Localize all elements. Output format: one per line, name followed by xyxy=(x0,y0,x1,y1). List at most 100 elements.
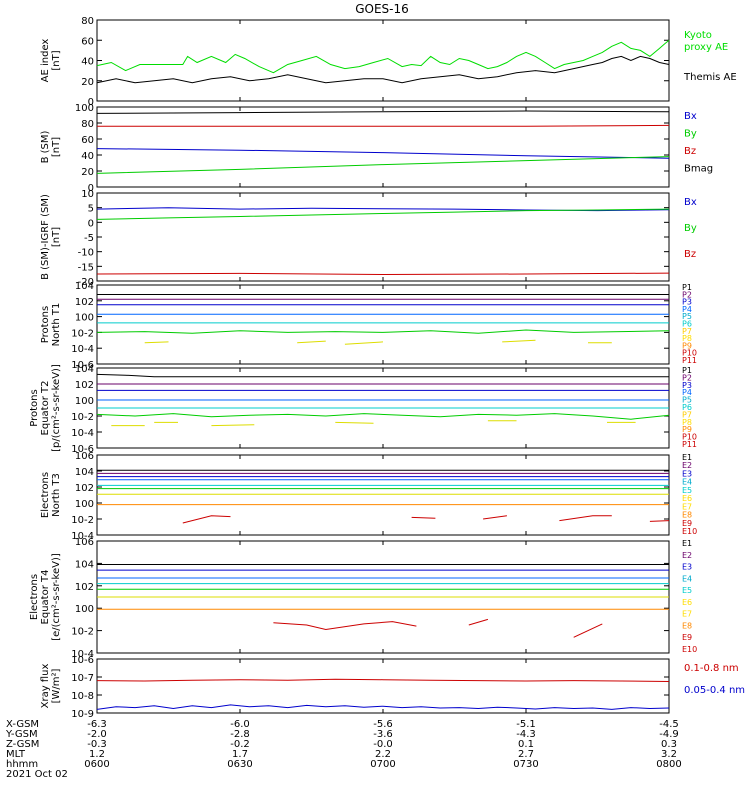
legend-entry: Bmag xyxy=(684,164,713,175)
x-row-value: 1.2 xyxy=(89,749,105,760)
panel-5: 10-6 10-4 10-2 100 102 104 Protons Equator T2 [p… xyxy=(29,364,697,455)
x-row-value: 0.1 xyxy=(518,739,534,750)
y-tick-label: 10-4 xyxy=(71,428,94,439)
x-row-value: -0.0 xyxy=(373,739,393,750)
series-line xyxy=(483,515,507,520)
y-tick-label: 10-2 xyxy=(71,515,94,526)
x-row-value: 3.2 xyxy=(661,749,677,760)
y-tick-label: 102 xyxy=(75,582,94,593)
y-tick-label: 100 xyxy=(75,604,94,615)
panel-frame xyxy=(96,192,670,282)
series-line xyxy=(211,424,255,427)
legend-entry: E4 xyxy=(682,478,692,487)
y-tick-label: -20 xyxy=(78,277,94,288)
y-axis-label: B (SM) xyxy=(40,130,51,163)
legend-entry: E6 xyxy=(682,494,692,503)
legend-entry: P6 xyxy=(682,403,692,412)
x-row-name: X-GSM xyxy=(6,719,39,730)
y-tick-label: 0 xyxy=(88,183,94,194)
series-line xyxy=(96,272,670,276)
y-tick-label: 102 xyxy=(75,297,94,308)
series-line xyxy=(411,516,436,519)
legend-entry: P6 xyxy=(682,320,692,329)
panel-frame xyxy=(96,284,670,365)
y-axis-label: [p/(cm²-s-sr-keV)] xyxy=(51,364,62,452)
x-row-value: 0800 xyxy=(656,759,681,770)
legend-entry: E5 xyxy=(682,586,692,595)
legend-entry: P5 xyxy=(682,396,692,405)
y-axis-label: [nT] xyxy=(51,227,62,247)
legend-entry: P3 xyxy=(682,298,692,307)
y-tick-label: 10-2 xyxy=(71,328,94,339)
y-tick-label: 10-4 xyxy=(71,344,94,355)
y-tick-label: 10-8 xyxy=(71,691,94,702)
legend-entry: 0.05-0.4 nm xyxy=(684,685,745,696)
y-tick-label: 100 xyxy=(75,313,94,324)
y-tick-label: 104 xyxy=(75,281,94,292)
legend-entry: E2 xyxy=(682,461,692,470)
panel-4: 10-6 10-4 10-2 100 102 104 Protons North T1 P1P2… xyxy=(40,281,697,371)
y-tick-label: -15 xyxy=(78,262,94,273)
y-tick-label: 0 xyxy=(88,218,94,229)
y-axis-label: Protons xyxy=(29,389,40,426)
legend-entry: Bx xyxy=(684,111,697,122)
series-line xyxy=(96,678,670,682)
y-tick-label: 20 xyxy=(81,167,94,178)
y-tick-label: 40 xyxy=(81,151,94,162)
panel-2: 0 20 40 60 80 100 B (SM) [nT] Bx By Bz Bmag xyxy=(40,103,713,194)
x-row-value: 0700 xyxy=(370,759,395,770)
series-line xyxy=(335,421,374,424)
y-axis-label: North T3 xyxy=(51,473,62,517)
legend-entry: P2 xyxy=(682,373,692,382)
y-axis-label: Protons xyxy=(40,306,51,343)
legend-entry: E8 xyxy=(682,511,692,520)
y-tick-label: 102 xyxy=(75,483,94,494)
series-line xyxy=(344,341,384,345)
y-tick-label: 10-4 xyxy=(71,531,94,542)
y-tick-label: 104 xyxy=(75,364,94,375)
y-axis-label: [e/(cm²-s-sr-keV)] xyxy=(51,553,62,641)
legend-entry: Themis AE xyxy=(683,72,737,83)
series-line xyxy=(96,110,670,114)
series-line xyxy=(468,618,489,626)
y-axis-label: B (SM)-IGRF (SM) xyxy=(40,194,51,280)
series-line xyxy=(649,520,670,522)
legend-entry: P8 xyxy=(682,418,692,427)
x-row-name: MLT xyxy=(6,749,26,760)
legend-entry: Bz xyxy=(684,249,696,260)
panel-frame xyxy=(96,106,670,188)
legend-entry: P1 xyxy=(682,283,692,292)
y-axis-label: Equator T2 xyxy=(40,381,51,436)
x-row-value: -4.3 xyxy=(516,729,536,740)
x-axis-table: X-GSM -6.3 -6.0 -5.6 -5.1 -4.5 Y-GSM -2.0 -2.8 -3… xyxy=(5,719,682,780)
series-line xyxy=(96,373,669,378)
x-row-value: 0630 xyxy=(227,759,252,770)
x-row-name: Y-GSM xyxy=(5,729,38,740)
legend-entry: Kyoto xyxy=(684,30,712,41)
series-line xyxy=(96,39,670,74)
legend-entry: P1 xyxy=(682,366,692,375)
panel-frame xyxy=(96,658,670,714)
y-tick-label: 40 xyxy=(81,57,94,68)
series-line xyxy=(573,623,603,638)
y-axis-label: [nT] xyxy=(51,137,62,157)
legend-entry: P9 xyxy=(682,341,692,350)
legend-entry: E4 xyxy=(682,574,692,583)
legend-entry: 0.1-0.8 nm xyxy=(684,663,739,674)
x-row-value: -4.5 xyxy=(659,719,679,730)
panel-3: -20 -15 -10 -5 0 5 10 B (SM)-IGRF (SM) [nT] Bx By B… xyxy=(40,189,697,288)
x-row-value: -0.2 xyxy=(230,739,250,750)
series-line xyxy=(144,341,169,344)
legend-entry: P9 xyxy=(682,425,692,434)
x-row-value: -0.3 xyxy=(87,739,107,750)
series-line xyxy=(96,148,670,159)
y-tick-label: 104 xyxy=(75,559,94,570)
y-tick-label: 106 xyxy=(75,537,94,548)
x-row-name: hhmm xyxy=(6,759,38,770)
x-row-value: -5.6 xyxy=(373,719,393,730)
legend-entry: P7 xyxy=(682,327,692,336)
